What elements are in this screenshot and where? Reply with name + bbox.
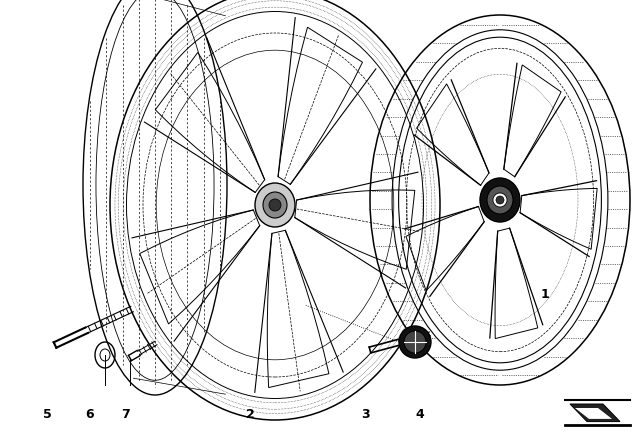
Ellipse shape — [480, 178, 520, 222]
Ellipse shape — [263, 192, 287, 218]
Ellipse shape — [269, 199, 281, 211]
Ellipse shape — [487, 186, 513, 214]
Text: 1: 1 — [541, 289, 549, 302]
Ellipse shape — [493, 193, 507, 207]
Text: 4: 4 — [415, 409, 424, 422]
Ellipse shape — [404, 331, 426, 353]
Polygon shape — [570, 404, 620, 422]
Text: 3: 3 — [361, 409, 369, 422]
Text: 7: 7 — [120, 409, 129, 422]
Ellipse shape — [399, 326, 431, 358]
Polygon shape — [575, 408, 612, 419]
Ellipse shape — [496, 196, 504, 204]
Text: 2: 2 — [246, 409, 254, 422]
Text: 5: 5 — [43, 409, 51, 422]
Text: 6: 6 — [86, 409, 94, 422]
Ellipse shape — [255, 183, 295, 227]
